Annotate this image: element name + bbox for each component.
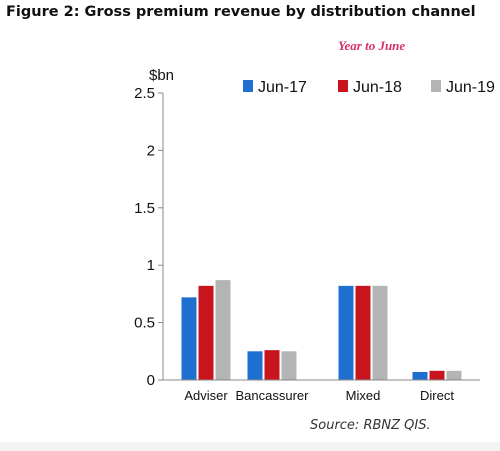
bar-jun-18-adviser: [198, 285, 214, 380]
legend-label: Jun-17: [258, 79, 307, 96]
chart-subtitle: Year to June: [338, 38, 406, 53]
y-axis-unit-label: $bn: [149, 67, 174, 84]
footer-band: [0, 442, 500, 451]
bar-jun-19-direct: [446, 370, 462, 380]
bar-jun-17-mixed: [338, 285, 354, 380]
x-category-label: Adviser: [184, 388, 228, 403]
bar-jun-17-direct: [412, 371, 428, 380]
y-axis: 0 0.5 1 1.5 2 2.5: [134, 85, 164, 389]
figure-title: Figure 2: Gross premium revenue by distr…: [6, 4, 476, 20]
bar-jun-19-bancassurer: [281, 351, 297, 380]
legend-label: Jun-18: [353, 79, 402, 96]
bar-jun-18-mixed: [355, 285, 371, 380]
bar-jun-19-mixed: [372, 285, 388, 380]
legend-swatch: [431, 80, 441, 92]
y-tick-label: 2.5: [134, 85, 155, 102]
y-tick-label: 1.5: [134, 200, 155, 217]
bar-jun-19-adviser: [215, 280, 231, 380]
source-note: Source: RBNZ QIS.: [310, 418, 431, 433]
bar-jun-18-bancassurer: [264, 350, 280, 380]
legend-label: Jun-19: [446, 79, 495, 96]
y-tick-label: 0.5: [134, 315, 155, 332]
x-category-label: Bancassurer: [236, 388, 310, 403]
y-tick-label: 2: [147, 142, 155, 159]
legend-swatch: [338, 80, 348, 92]
y-tick-label: 0: [147, 372, 155, 389]
bar-jun-18-direct: [429, 370, 445, 380]
x-category-label: Mixed: [346, 388, 381, 403]
y-tick-label: 1: [147, 257, 155, 274]
x-axis: Adviser Bancassurer Mixed Direct: [163, 379, 480, 403]
bar-jun-17-adviser: [181, 297, 197, 380]
legend-swatch: [243, 80, 253, 92]
x-category-label: Direct: [420, 388, 454, 403]
bars-group: [181, 280, 462, 380]
legend: Jun-17 Jun-18 Jun-19: [243, 79, 495, 96]
bar-jun-17-bancassurer: [247, 351, 263, 380]
